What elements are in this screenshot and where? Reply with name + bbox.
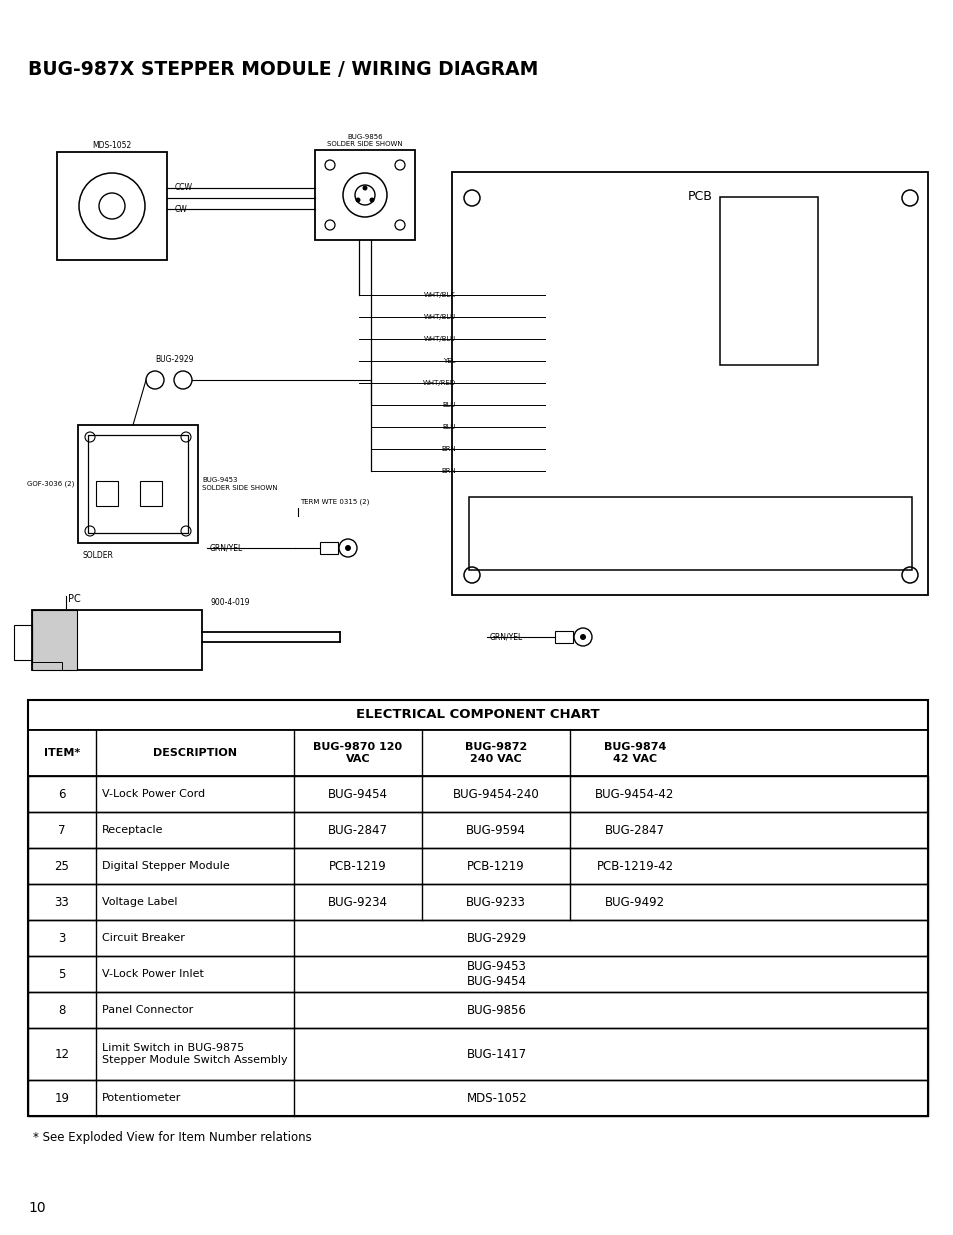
- Text: BUG-9233: BUG-9233: [466, 895, 525, 909]
- Text: MDS-1052: MDS-1052: [92, 141, 132, 149]
- Bar: [28, 776, 927, 811]
- Text: GOF-3036 (2): GOF-3036 (2): [27, 480, 74, 488]
- Text: PCB: PCB: [687, 190, 712, 203]
- Text: V-Lock Power Inlet: V-Lock Power Inlet: [102, 969, 204, 979]
- Text: BUG-1417: BUG-1417: [466, 1047, 526, 1061]
- Circle shape: [355, 198, 360, 203]
- Text: CCW: CCW: [174, 184, 193, 193]
- Text: WHT/BLU: WHT/BLU: [423, 336, 456, 342]
- Circle shape: [369, 198, 375, 203]
- Text: WHT/BLK: WHT/BLK: [424, 291, 456, 298]
- Text: GRN/YEL: GRN/YEL: [210, 543, 243, 552]
- Text: Digital Stepper Module: Digital Stepper Module: [102, 861, 230, 871]
- Text: BLU: BLU: [442, 424, 456, 430]
- Circle shape: [362, 185, 367, 190]
- Bar: [28, 1028, 927, 1079]
- Bar: [469, 496, 911, 571]
- Bar: [28, 956, 927, 992]
- Bar: [57, 152, 167, 261]
- Text: BUG-2847: BUG-2847: [604, 824, 664, 836]
- Text: BUG-9594: BUG-9594: [465, 824, 525, 836]
- Text: BUG-9453
BUG-9454: BUG-9453 BUG-9454: [467, 960, 526, 988]
- Bar: [28, 1079, 927, 1116]
- Text: Receptacle: Receptacle: [102, 825, 163, 835]
- Text: 3: 3: [58, 931, 66, 945]
- Bar: [555, 631, 573, 643]
- Text: V-Lock Power Cord: V-Lock Power Cord: [102, 789, 205, 799]
- Text: Potentiometer: Potentiometer: [102, 1093, 181, 1103]
- Text: PC: PC: [68, 594, 81, 604]
- Text: CW: CW: [174, 205, 188, 215]
- Bar: [28, 992, 927, 1028]
- Text: GRN/YEL: GRN/YEL: [490, 632, 522, 641]
- Text: BUG-2929: BUG-2929: [466, 931, 526, 945]
- Text: BUG-987X STEPPER MODULE / WIRING DIAGRAM: BUG-987X STEPPER MODULE / WIRING DIAGRAM: [28, 61, 537, 79]
- Bar: [32, 662, 62, 671]
- Bar: [28, 700, 927, 1116]
- Bar: [452, 172, 927, 595]
- Text: ITEM*: ITEM*: [44, 748, 80, 758]
- Text: BUG-9454: BUG-9454: [328, 788, 388, 800]
- Bar: [32, 610, 77, 671]
- Text: ELECTRICAL COMPONENT CHART: ELECTRICAL COMPONENT CHART: [355, 709, 599, 721]
- Text: 12: 12: [54, 1047, 70, 1061]
- Text: YEL: YEL: [443, 358, 456, 364]
- Circle shape: [579, 634, 585, 640]
- Text: MDS-1052: MDS-1052: [466, 1092, 527, 1104]
- Bar: [28, 848, 927, 884]
- Text: BUG-9454-42: BUG-9454-42: [595, 788, 674, 800]
- Text: 5: 5: [58, 967, 66, 981]
- Bar: [28, 884, 927, 920]
- Bar: [28, 811, 927, 848]
- Text: SOLDER: SOLDER: [83, 551, 113, 559]
- Bar: [78, 425, 198, 543]
- Text: PCB-1219: PCB-1219: [329, 860, 387, 872]
- Text: 33: 33: [54, 895, 70, 909]
- Text: WHT/BLU: WHT/BLU: [423, 314, 456, 320]
- Bar: [14, 625, 32, 659]
- Text: 7: 7: [58, 824, 66, 836]
- Text: BUG-9453
SOLDER SIDE SHOWN: BUG-9453 SOLDER SIDE SHOWN: [202, 478, 277, 490]
- Bar: [28, 920, 927, 956]
- Bar: [720, 198, 817, 366]
- Text: TERM WTE 0315 (2): TERM WTE 0315 (2): [299, 499, 369, 505]
- Text: BUG-2847: BUG-2847: [328, 824, 388, 836]
- Text: BUG-9856: BUG-9856: [467, 1004, 526, 1016]
- Text: Circuit Breaker: Circuit Breaker: [102, 932, 185, 944]
- Text: PCB-1219-42: PCB-1219-42: [596, 860, 673, 872]
- Text: 6: 6: [58, 788, 66, 800]
- Text: DESCRIPTION: DESCRIPTION: [152, 748, 236, 758]
- Text: BLU: BLU: [442, 403, 456, 408]
- Text: BUG-9870 120
VAC: BUG-9870 120 VAC: [314, 742, 402, 763]
- Text: Limit Switch in BUG-9875
Stepper Module Switch Assembly: Limit Switch in BUG-9875 Stepper Module …: [102, 1044, 287, 1065]
- Text: BUG-9454-240: BUG-9454-240: [452, 788, 538, 800]
- Circle shape: [345, 545, 351, 551]
- Text: BUG-9874
42 VAC: BUG-9874 42 VAC: [603, 742, 665, 763]
- Bar: [96, 480, 118, 506]
- Bar: [88, 435, 188, 534]
- Text: BUG-9872
240 VAC: BUG-9872 240 VAC: [464, 742, 527, 763]
- Bar: [314, 149, 415, 240]
- Bar: [32, 610, 202, 671]
- Text: 900-4-019: 900-4-019: [210, 598, 250, 606]
- Text: 19: 19: [54, 1092, 70, 1104]
- Text: 25: 25: [54, 860, 70, 872]
- Text: WHT/RED: WHT/RED: [422, 380, 456, 387]
- Bar: [319, 542, 337, 555]
- Text: BUG-9856
SOLDER SIDE SHOWN: BUG-9856 SOLDER SIDE SHOWN: [327, 135, 402, 147]
- Bar: [28, 700, 927, 730]
- Text: 8: 8: [58, 1004, 66, 1016]
- Bar: [28, 730, 927, 776]
- Text: BRN: BRN: [441, 446, 456, 452]
- Text: 10: 10: [28, 1200, 46, 1215]
- Text: PCB-1219: PCB-1219: [467, 860, 524, 872]
- Text: BUG-9492: BUG-9492: [604, 895, 664, 909]
- Text: BUG-2929: BUG-2929: [154, 354, 193, 364]
- Text: BRN: BRN: [441, 468, 456, 474]
- Text: Panel Connector: Panel Connector: [102, 1005, 193, 1015]
- Text: Voltage Label: Voltage Label: [102, 897, 177, 906]
- Bar: [140, 480, 162, 506]
- Text: BUG-9234: BUG-9234: [328, 895, 388, 909]
- Text: * See Exploded View for Item Number relations: * See Exploded View for Item Number rela…: [33, 1131, 312, 1144]
